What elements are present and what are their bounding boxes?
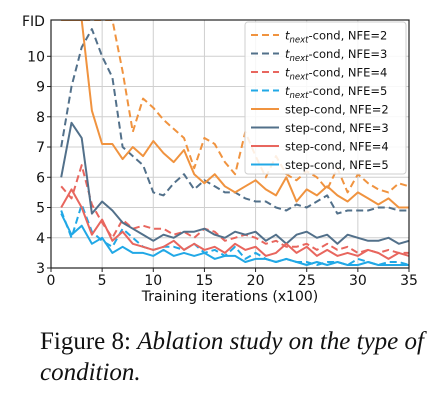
y-tick-label: 3 [36,261,45,277]
x-tick-label: 20 [247,273,265,289]
legend-label: step-cond, NFE=4 [285,140,389,154]
x-axis-label: Training iterations (x100) [141,289,319,305]
fid-line-chart: 0 5 10 15 20 25 30 35 3 4 5 6 7 8 9 10 FID Training ite… [22,14,418,305]
y-tick-label: 7 [36,140,45,156]
y-tick-label: 10 [27,49,45,65]
y-tick-label: 6 [36,170,45,186]
series-line-8 [60,213,409,266]
legend-label: step-cond, NFE=3 [285,121,389,135]
legend-box [244,21,407,175]
figure-description: Ablation study on the type of condition. [40,328,424,386]
x-tick-label: 25 [298,273,316,289]
series-line-7 [60,188,409,260]
y-tick-label: 5 [36,201,45,217]
x-tick-label: 0 [47,273,56,289]
y-axis-label: FID [22,14,45,30]
legend-label: step-cond, NFE=5 [285,158,389,172]
series-line-6 [60,121,409,245]
axis-ticks: 0 5 10 15 20 25 30 35 3 4 5 6 7 8 9 10 [27,49,418,289]
x-tick-label: 5 [98,273,107,289]
x-tick-label: 15 [196,273,214,289]
x-tick-label: 10 [144,273,162,289]
y-tick-label: 9 [36,80,45,96]
legend-label: tnext-cond, NFE=2 [285,29,387,46]
series-line-3 [60,164,409,254]
y-tick-label: 4 [36,231,45,247]
figure-number: Figure 8: [40,328,131,355]
figure-caption: Figure 8: Ablation study on the type of … [40,326,440,388]
series-line-5 [61,20,409,209]
x-tick-label: 35 [400,273,418,289]
plot-frame [50,19,410,269]
legend-label: tnext-cond, NFE=3 [285,47,387,64]
series-line-1 [61,20,409,194]
legend-label: tnext-cond, NFE=4 [285,66,387,83]
legend-label: step-cond, NFE=2 [285,103,389,117]
legend-label: tnext-cond, NFE=5 [285,84,387,101]
y-tick-label: 8 [36,110,45,126]
series-lines [60,20,409,266]
x-tick-label: 30 [349,273,367,289]
